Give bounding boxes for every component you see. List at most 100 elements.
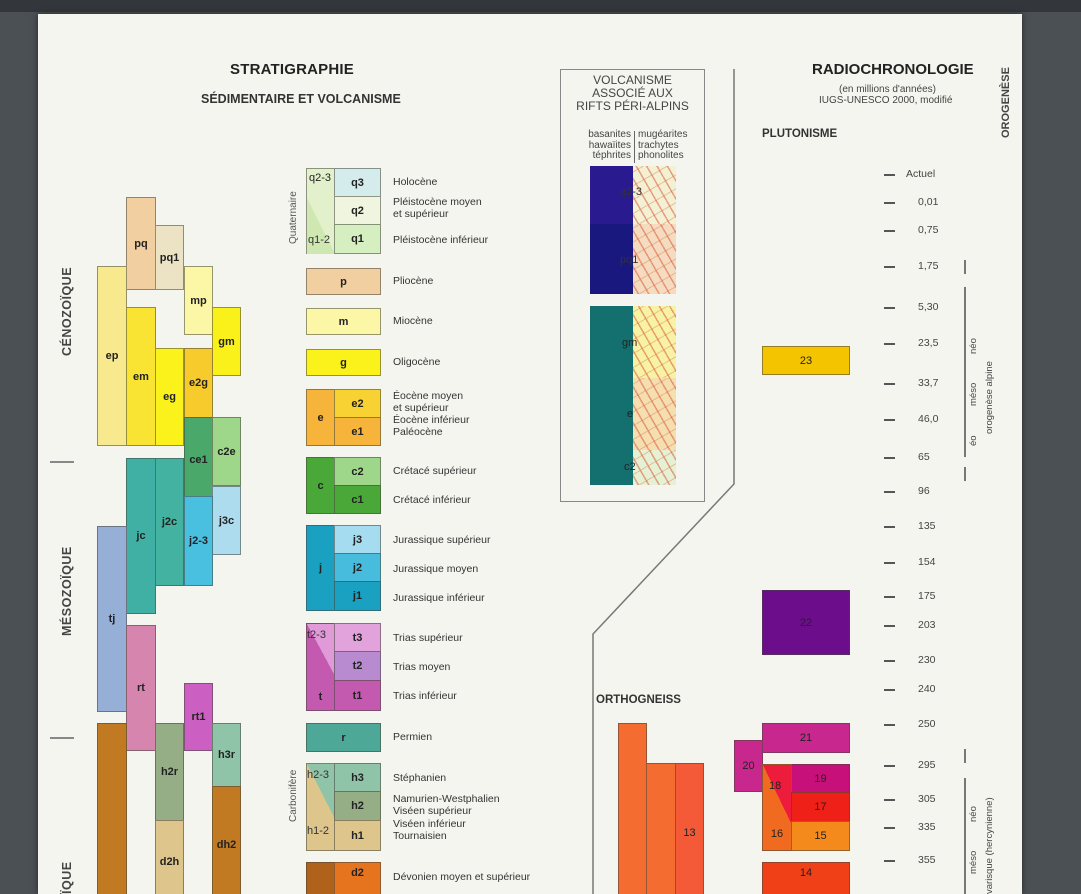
legend-group-h1-2-label: h1-2: [307, 825, 330, 837]
stratigraphy-title: STRATIGRAPHIE: [230, 61, 354, 78]
column-pq: pq: [126, 197, 156, 290]
legend-m: m: [306, 308, 381, 335]
alpine-neo: néo: [968, 338, 979, 354]
column-rt: rt: [126, 625, 156, 751]
column-paleozoic: [97, 723, 127, 894]
legend-group-t2-3: t2-3: [307, 629, 326, 641]
volcanism-label-gm: gm: [622, 337, 638, 349]
time-tick-label: 175: [918, 590, 936, 602]
legend-label-cretaceous-low: Crétacé inférieur: [393, 494, 471, 506]
time-tick: [884, 174, 895, 176]
variscan-meso: méso: [968, 850, 979, 874]
legend-group-q1-2-fill: [307, 198, 335, 254]
legend-group-d: [306, 862, 335, 894]
legend-t2: t2: [334, 651, 381, 681]
radiochronology-title: RADIOCHRONOLOGIE: [812, 61, 974, 78]
time-tick: [884, 343, 895, 345]
time-tick-label: 240: [918, 683, 936, 695]
viewer-toolbar: [0, 0, 1081, 12]
legend-label-devonian: Dévonien moyen et supérieur: [393, 871, 531, 883]
legend-group-h2-3: h2-3: [307, 769, 330, 781]
volcanism-label-q2-3: q2-3: [620, 186, 643, 198]
time-tick-label: 0,75: [918, 224, 939, 236]
legend-h2: h2: [334, 791, 381, 821]
time-tick-label: 335: [918, 821, 936, 833]
legend-label-jurassic-mid: Jurassique moyen: [393, 563, 479, 575]
alpine-eo: éo: [968, 435, 979, 446]
time-tick: [884, 689, 895, 691]
time-tick-label: Actuel: [906, 168, 936, 180]
legend-label-miocene: Miocène: [393, 315, 433, 327]
legend-q3: q3: [334, 168, 381, 197]
volcanism-col-left: basanites hawaïites téphrites: [588, 129, 631, 161]
pluton-18: 18: [769, 780, 782, 792]
pluton-21: 21: [762, 723, 850, 753]
time-tick: [884, 860, 895, 862]
legend-p: p: [306, 268, 381, 295]
radiochronology-units: (en millions d'années): [839, 84, 936, 95]
legend-j1: j1: [334, 581, 381, 611]
legend-h1: h1: [334, 820, 381, 851]
legend-group-c: c: [306, 457, 335, 514]
orogeny-marker: [964, 467, 966, 481]
variscan-bracket: [964, 778, 966, 894]
variscan-neo: néo: [968, 806, 979, 822]
era-paleozoic: ÏQUE: [60, 861, 74, 894]
orthogneiss-label: ORTHOGNEISS: [596, 694, 681, 706]
legend-label-stephanian: Stéphanien: [393, 772, 447, 784]
column-mp: mp: [184, 266, 213, 335]
legend-j2: j2: [334, 553, 381, 582]
volcanism-mugearite-gm: [633, 306, 676, 379]
volcanism-label-pq1: pq1: [620, 254, 639, 266]
pluton-20: 20: [734, 740, 763, 792]
column-ep: ep: [97, 266, 127, 446]
pluton-17: 17: [791, 792, 850, 822]
volcanism-col-divider: [634, 131, 635, 163]
alpine-bracket: [964, 287, 966, 457]
legend-e1: e1: [334, 417, 381, 446]
volcanism-basanite-c2: [590, 450, 633, 485]
column-rt1: rt1: [184, 683, 213, 751]
legend-e2: e2: [334, 389, 381, 418]
legend-label-permian: Permien: [393, 731, 433, 743]
column-h3r: h3r: [212, 723, 241, 787]
column-j3c: j3c: [212, 486, 241, 555]
time-tick-label: 203: [918, 619, 936, 631]
time-tick-label: 1,75: [918, 260, 939, 272]
time-tick: [884, 266, 895, 268]
volcanism-frame: [560, 69, 705, 502]
legend-group-q1-2: q1-2: [308, 234, 331, 246]
variscan-orogeny-label: varisque (hercynienne): [984, 797, 995, 894]
volcanism-title: VOLCANISME ASSOCIÉ AUX RIFTS PÉRI-ALPINS: [576, 73, 689, 113]
time-tick: [884, 724, 895, 726]
legend-label-oligocene: Oligocène: [393, 356, 441, 368]
column-pq1: pq1: [155, 225, 184, 290]
pluton-18-fill: [763, 765, 791, 823]
radiochronology-source: IUGS-UNESCO 2000, modifié: [819, 95, 953, 106]
legend-j3: j3: [334, 525, 381, 554]
legend-label-holocene: Holocène: [393, 176, 438, 188]
legend-label-jurassic-low: Jurassique inférieur: [393, 592, 485, 604]
document-page: STRATIGRAPHIE SÉDIMENTAIRE ET VOLCANISME…: [38, 14, 1022, 894]
legend-label-visean-low: Viséen inférieur Tournaisien: [393, 818, 466, 842]
time-tick: [884, 230, 895, 232]
era-divider: [50, 461, 74, 463]
column-em: em: [126, 307, 156, 446]
volcanism-mugearite-pq1: [633, 224, 676, 294]
time-tick-label: 0,01: [918, 196, 939, 208]
column-c2e: c2e: [212, 417, 241, 486]
legend-r: r: [306, 723, 381, 752]
time-tick: [884, 625, 895, 627]
time-tick-label: 355: [918, 854, 936, 866]
pluton-19: 19: [791, 764, 850, 793]
legend-t1: t1: [334, 680, 381, 711]
time-tick: [884, 660, 895, 662]
time-tick: [884, 827, 895, 829]
volcanism-basanite-q2-3: [590, 166, 633, 224]
legend-label-pliocene: Pliocène: [393, 275, 434, 287]
legend-label-pleistocene-mid: Pléistocène moyen et supérieur: [393, 196, 482, 220]
time-tick-label: 135: [918, 520, 936, 532]
legend-g: g: [306, 349, 381, 376]
column-tj: tj: [97, 526, 127, 712]
legend-label-eocene-mid: Éocène moyen et supérieur: [393, 390, 464, 414]
